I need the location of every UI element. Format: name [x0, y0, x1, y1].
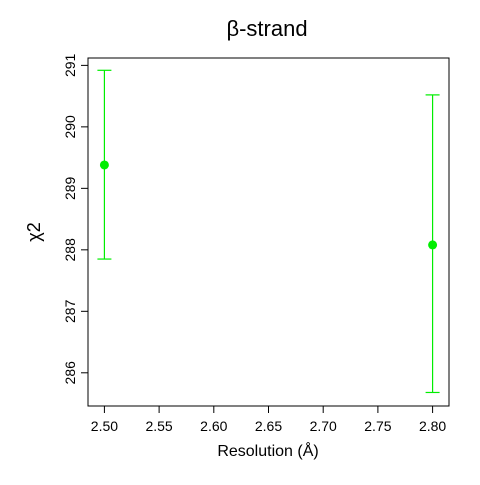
data-point: [99, 160, 109, 170]
y-tick-label: 290: [62, 115, 78, 139]
x-axis: 2.50 2.55 2.60 2.65 2.70 2.75 2.80: [91, 406, 446, 434]
chart-title: β-strand: [226, 16, 307, 41]
x-tick-label: 2.80: [419, 418, 446, 434]
data-point: [428, 240, 438, 250]
y-tick-label: 287: [62, 299, 78, 323]
y-tick-label: 288: [62, 238, 78, 262]
y-tick-label: 289: [62, 176, 78, 200]
x-tick-label: 2.55: [145, 418, 172, 434]
error-bars: [97, 69, 440, 394]
data-points: [99, 160, 438, 250]
y-tick-label: 291: [62, 53, 78, 77]
y-axis: 286 287 288 289 290 291: [62, 53, 88, 384]
x-tick-label: 2.65: [255, 418, 282, 434]
x-axis-label: Resolution (Å): [217, 441, 318, 460]
x-tick-label: 2.60: [200, 418, 227, 434]
x-tick-label: 2.75: [364, 418, 391, 434]
x-tick-label: 2.70: [310, 418, 337, 434]
y-tick-label: 286: [62, 361, 78, 385]
y-axis-label: χ2: [24, 222, 44, 241]
x-tick-label: 2.50: [91, 418, 118, 434]
plot-frame: [87, 57, 450, 407]
